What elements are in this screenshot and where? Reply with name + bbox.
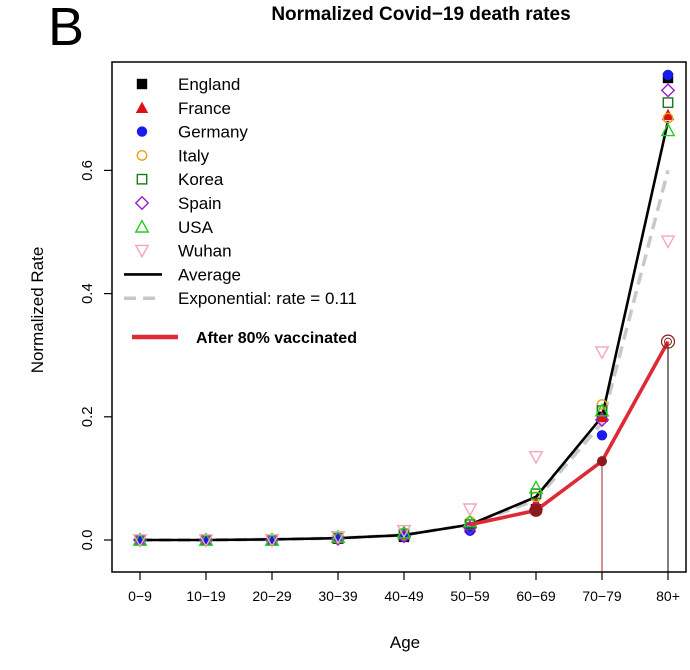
- data-point-wuhan: [660, 235, 676, 249]
- panel-letter: B: [48, 0, 85, 57]
- legend-label: Exponential: rate = 0.11: [178, 289, 357, 308]
- data-point-korea: [662, 97, 674, 109]
- x-tick-label: 0−9: [128, 588, 152, 604]
- vaccinated-line: [469, 340, 670, 527]
- data-point-wuhan: [396, 524, 412, 539]
- x-tick-label: 30−39: [318, 588, 358, 604]
- legend-marker: [134, 244, 150, 259]
- data-point-germany: [596, 430, 608, 441]
- data-point-wuhan: [330, 531, 346, 545]
- legend-marker: [136, 78, 148, 90]
- legend-label: France: [178, 99, 231, 118]
- data-point-france: [661, 108, 675, 121]
- data-point-korea: [530, 488, 542, 500]
- legend-marker: [136, 126, 148, 137]
- y-axis-label: Normalized Rate: [28, 247, 47, 374]
- vaccinated-point-inner: [664, 337, 672, 346]
- x-tick-label: 70−79: [582, 588, 622, 604]
- y-tick-label: 0.2: [79, 406, 96, 427]
- data-point-wuhan: [528, 450, 544, 465]
- legend-marker: [136, 173, 148, 185]
- exponential-fit-line: [140, 169, 670, 542]
- legend-marker: [135, 101, 149, 113]
- legend-marker: [134, 219, 150, 233]
- x-axis-label: Age: [390, 633, 420, 652]
- x-tick-label: 50−59: [450, 588, 490, 604]
- legend-label: USA: [178, 218, 214, 237]
- y-tick-label: 0.4: [79, 283, 96, 304]
- vaccinated-point: [529, 503, 543, 517]
- vaccinated-annotation: After 80% vaccinated: [196, 330, 357, 347]
- x-tick-label: 60−69: [516, 588, 556, 604]
- data-point-germany: [662, 69, 674, 81]
- data-point-germany: [464, 525, 476, 536]
- legend-label: Italy: [178, 146, 210, 165]
- y-tick-label: 0.0: [79, 530, 96, 551]
- legend-label: Germany: [178, 123, 248, 142]
- legend-label: England: [178, 75, 240, 94]
- plot-frame: [111, 61, 687, 573]
- data-point-usa: [660, 122, 676, 137]
- data-point-wuhan: [264, 534, 280, 548]
- data-point-spain: [660, 83, 676, 98]
- axes: 0.0 0.2 0.4 0.6 0−9 10−19 20−29 30−39 40−49 50−59…: [79, 160, 680, 604]
- data-point-wuhan: [198, 534, 214, 548]
- y-tick-label: 0.6: [79, 160, 96, 181]
- data-point-spain: [462, 520, 478, 535]
- data-point-wuhan: [594, 346, 610, 360]
- legend-label: Spain: [178, 194, 221, 213]
- chart-title: Normalized Covid−19 death rates: [271, 4, 570, 25]
- x-tick-label: 40−49: [384, 588, 424, 604]
- vaccinated-point: [660, 334, 676, 349]
- legend-label: Average: [178, 265, 241, 284]
- series-layer: [132, 69, 676, 572]
- data-point-italy: [596, 399, 608, 410]
- data-point-usa: [462, 513, 478, 528]
- x-tick-label: 10−19: [186, 588, 226, 604]
- data-point-spain: [594, 412, 610, 428]
- data-point-wuhan: [132, 534, 148, 548]
- legend-label: Korea: [178, 170, 224, 189]
- data-point-usa: [594, 402, 610, 417]
- vaccinated-point: [597, 456, 607, 467]
- legend: England France Germany Italy Korea Spain USA Wu…: [124, 75, 357, 347]
- x-tick-label: 20−29: [252, 588, 292, 604]
- legend-marker: [134, 195, 150, 211]
- legend-marker: [136, 149, 148, 161]
- legend-label: Wuhan: [178, 242, 232, 261]
- data-point-wuhan: [462, 503, 478, 517]
- data-point-usa: [528, 479, 544, 494]
- x-tick-label: 80+: [656, 588, 680, 604]
